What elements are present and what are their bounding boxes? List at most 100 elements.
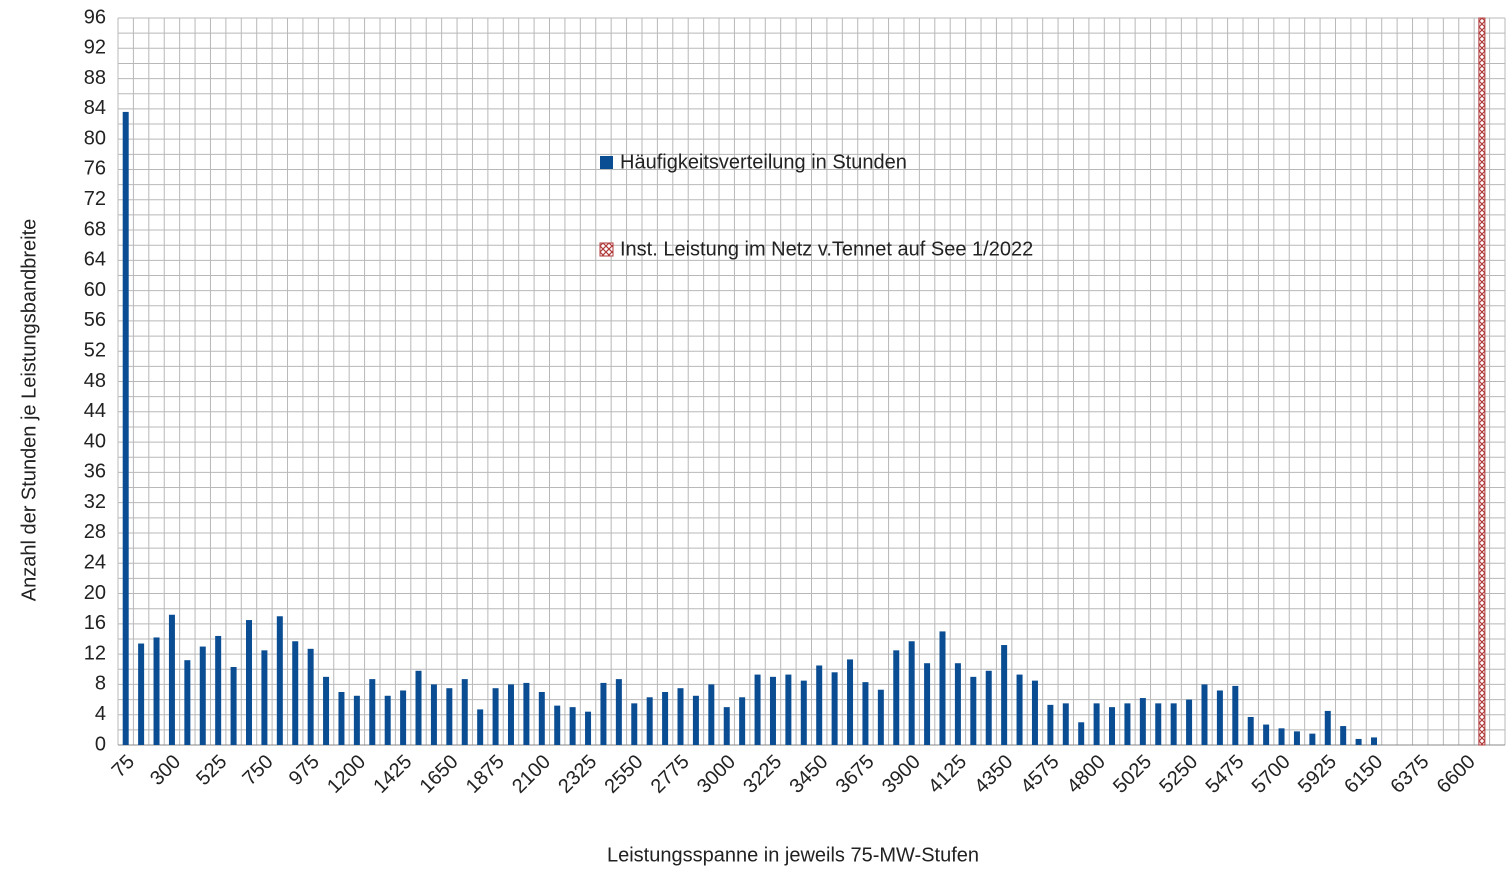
bar	[708, 684, 715, 745]
bar	[122, 111, 129, 745]
y-tick-label: 20	[84, 582, 106, 604]
y-tick-label: 52	[84, 339, 106, 361]
y-tick-label: 88	[84, 67, 106, 89]
bar	[1047, 704, 1054, 745]
bar	[585, 711, 592, 745]
bar	[908, 641, 915, 745]
bar	[153, 637, 160, 745]
bar	[1124, 703, 1131, 745]
x-tick-label: 2775	[647, 751, 694, 798]
bar	[985, 670, 992, 745]
bar	[1016, 674, 1023, 745]
bar	[600, 682, 607, 745]
y-tick-label: 64	[84, 249, 106, 271]
x-tick-label: 4125	[924, 751, 971, 798]
y-tick-label: 32	[84, 491, 106, 513]
bar	[1371, 737, 1378, 745]
bar	[1278, 728, 1285, 745]
x-tick-label: 975	[285, 751, 324, 790]
x-tick-label: 1425	[369, 751, 416, 798]
x-tick-label: 3000	[693, 751, 740, 798]
bar	[662, 691, 669, 745]
legend-swatch	[599, 242, 614, 257]
x-tick-label: 6600	[1433, 751, 1480, 798]
bar	[1309, 733, 1316, 745]
bar	[415, 670, 422, 745]
x-tick-label: 5025	[1109, 751, 1156, 798]
x-tick-label: 6375	[1386, 751, 1433, 798]
bar	[1324, 710, 1331, 745]
y-tick-label: 80	[84, 127, 106, 149]
x-tick-label: 2100	[508, 751, 555, 798]
y-tick-label: 40	[84, 430, 106, 452]
bar	[245, 620, 252, 745]
y-tick-label: 36	[84, 461, 106, 483]
bar	[400, 690, 407, 745]
y-tick-label: 68	[84, 218, 106, 240]
bar	[1109, 707, 1116, 745]
bar	[1139, 698, 1146, 745]
bar	[461, 679, 468, 745]
bar	[168, 614, 175, 745]
bar	[430, 684, 437, 745]
legend-swatch	[600, 156, 613, 169]
bar	[831, 672, 838, 745]
x-axis-title: Leistungsspanne in jeweils 75-MW-Stufen	[607, 844, 979, 866]
x-tick-label: 3450	[785, 751, 832, 798]
bar	[230, 666, 237, 745]
x-tick-label: 5700	[1248, 751, 1295, 798]
bar	[138, 643, 145, 745]
bar	[276, 616, 283, 745]
y-tick-label: 24	[84, 552, 106, 574]
y-axis-title: Anzahl der Stunden je Leistungsbandbreit…	[18, 219, 40, 602]
bar	[338, 691, 345, 745]
bar	[184, 660, 191, 745]
bar	[1186, 699, 1193, 745]
bar	[954, 663, 961, 745]
bar	[1155, 703, 1162, 745]
x-tick-label: 5250	[1155, 751, 1202, 798]
bar	[847, 659, 854, 745]
bar	[507, 684, 514, 745]
bar	[307, 648, 314, 745]
bar	[646, 697, 653, 745]
bar	[816, 665, 823, 745]
bar	[446, 688, 453, 745]
x-tick-label: 525	[192, 751, 231, 790]
x-tick-label: 300	[146, 751, 185, 790]
bar	[939, 631, 946, 745]
bar	[199, 646, 206, 745]
bar	[369, 679, 376, 745]
y-tick-label: 16	[84, 612, 106, 634]
y-tick-label: 96	[84, 6, 106, 28]
x-tick-label: 75	[108, 751, 139, 782]
bar	[215, 635, 222, 745]
bar	[323, 676, 330, 745]
bar	[1001, 645, 1008, 745]
bar	[862, 682, 869, 745]
bar	[292, 641, 299, 745]
bar	[692, 695, 699, 745]
bar	[1293, 731, 1300, 745]
bar	[924, 663, 931, 745]
bar	[1062, 703, 1069, 745]
y-tick-label: 44	[84, 400, 106, 422]
bar	[477, 709, 484, 745]
bar	[1201, 684, 1208, 745]
bar	[492, 688, 499, 745]
bar	[677, 688, 684, 745]
bar	[1478, 17, 1486, 746]
bar	[1031, 680, 1038, 745]
bar	[785, 674, 792, 745]
bar	[754, 674, 761, 745]
bar	[523, 682, 530, 745]
x-tick-label: 5925	[1294, 751, 1341, 798]
bar	[769, 676, 776, 745]
bar	[569, 707, 576, 745]
x-tick-label: 4350	[970, 751, 1017, 798]
bar	[261, 650, 268, 745]
legend-label: Inst. Leistung im Netz v.Tennet auf See …	[620, 238, 1033, 260]
x-tick-label: 4800	[1063, 751, 1110, 798]
bar	[353, 695, 360, 745]
x-tick-label: 3225	[739, 751, 786, 798]
